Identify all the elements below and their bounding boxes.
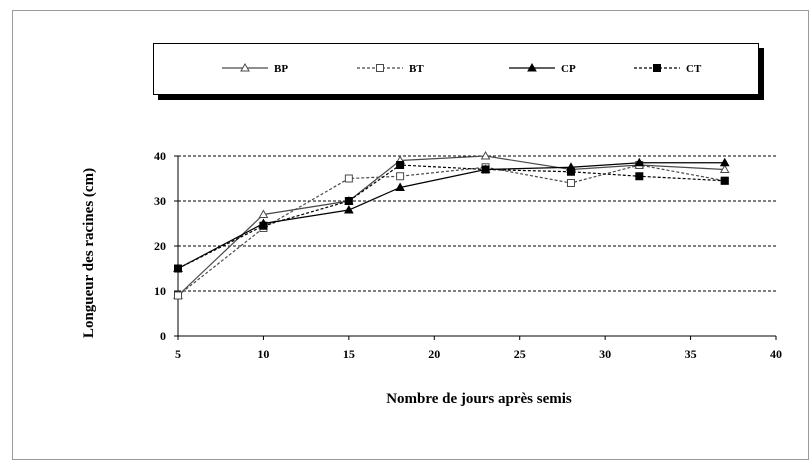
legend-marker-bp	[240, 62, 250, 72]
data-point-ct-3	[396, 161, 405, 169]
data-point-bp-4	[480, 150, 491, 160]
axes: 0 10 20 30 40 5 10 15 20 25 30 35 40	[154, 149, 782, 361]
data-point-bp-1	[258, 209, 269, 218]
data-point-cp-3	[395, 182, 405, 191]
series-line-bp	[177, 155, 725, 296]
y-tick-label-0: 0	[160, 329, 166, 343]
x-tick-label-30: 30	[599, 347, 611, 361]
data-point-ct-6	[635, 172, 644, 181]
legend-marker-ct	[653, 64, 661, 72]
data-point-bt-3	[396, 172, 405, 181]
x-tick-label-10: 10	[257, 347, 269, 361]
series-group	[173, 150, 730, 300]
data-point-bt-5	[566, 179, 575, 187]
x-tick-label-20: 20	[428, 347, 440, 361]
series-line-bt	[177, 164, 725, 296]
data-point-bp-7	[719, 164, 730, 173]
data-point-ct-1	[259, 221, 268, 230]
legend: BP BT CP CT	[222, 62, 702, 75]
data-point-ct-7	[720, 176, 729, 185]
y-tick-label-20: 20	[154, 239, 166, 253]
series-line-ct	[177, 164, 725, 270]
legend-label-bp: BP	[274, 63, 288, 75]
legend-label-bt: BT	[409, 63, 424, 75]
x-tick-label-40: 40	[770, 347, 782, 361]
x-tick-label-5: 5	[175, 347, 181, 361]
data-point-cp-2	[343, 204, 354, 214]
legend-label-cp: CP	[561, 63, 576, 75]
y-tick-label-30: 30	[154, 194, 166, 208]
legend-label-ct: CT	[686, 63, 702, 75]
data-point-ct-2	[344, 197, 353, 205]
y-tick-label-10: 10	[154, 284, 166, 298]
legend-marker-bt	[376, 64, 384, 72]
legend-marker-cp	[527, 62, 537, 72]
data-point-bt-2	[344, 174, 353, 183]
x-tick-label-15: 15	[343, 347, 355, 361]
data-point-ct-0	[174, 264, 182, 273]
data-point-ct-5	[566, 167, 575, 176]
x-axis-label: Nombre de jours après semis	[386, 391, 572, 407]
grid-lines	[178, 155, 776, 292]
data-point-bt-0	[174, 291, 182, 300]
x-tick-label-35: 35	[685, 347, 697, 361]
x-tick-label-25: 25	[514, 347, 526, 361]
data-point-cp-7	[719, 157, 730, 167]
data-point-cp-6	[634, 157, 645, 167]
y-axis-label: Longueur des racines (cm)	[81, 168, 97, 338]
y-tick-label-40: 40	[154, 149, 166, 163]
data-point-ct-4	[481, 165, 490, 174]
